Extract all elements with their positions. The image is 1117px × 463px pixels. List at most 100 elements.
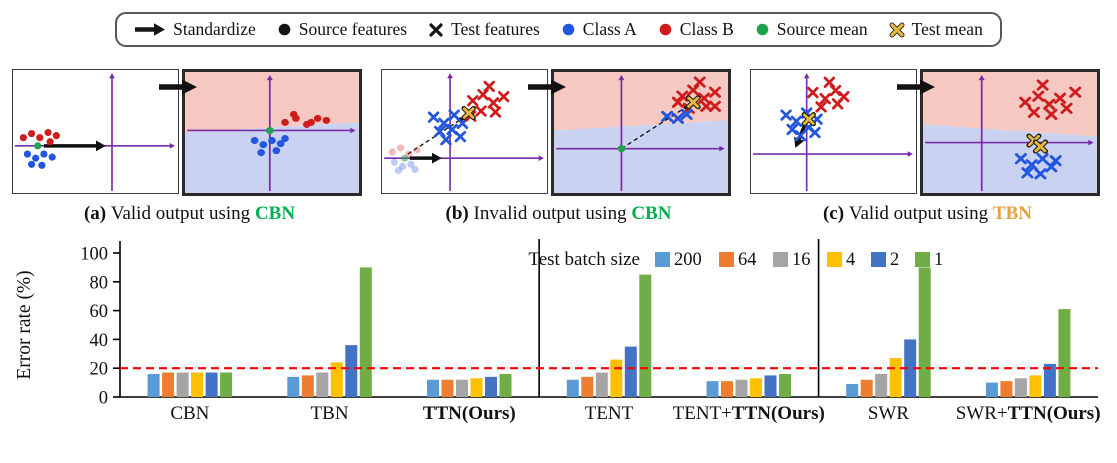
x-mark xyxy=(680,108,693,120)
x-mark xyxy=(700,100,713,112)
classB-point xyxy=(467,95,479,107)
x-mark xyxy=(794,129,807,142)
x-mark xyxy=(807,86,819,99)
classB-point xyxy=(1032,90,1045,102)
bar xyxy=(566,379,579,397)
x-mark xyxy=(823,76,836,88)
x-mark xyxy=(448,109,460,121)
classA-point xyxy=(794,129,807,142)
classB-point xyxy=(671,96,685,108)
legend-item-source-mean: Source mean xyxy=(755,19,868,40)
standardize-arrow-icon xyxy=(527,78,567,96)
dot-mark xyxy=(259,141,268,149)
classB-point xyxy=(708,100,721,112)
classA-point xyxy=(661,110,674,122)
bar xyxy=(330,362,343,397)
classB-point xyxy=(307,118,315,126)
legend-item-class-b: Class B xyxy=(658,19,734,40)
x-mark xyxy=(489,106,502,118)
classA-point xyxy=(454,130,467,143)
legend-label-standardize: Standardize xyxy=(173,19,256,39)
classA-point xyxy=(780,109,792,121)
classA-point xyxy=(407,160,415,168)
caption-part: CBN xyxy=(254,203,296,224)
y-tick-label: 80 xyxy=(90,273,109,293)
dot-mark xyxy=(281,118,289,126)
dot-mark xyxy=(48,153,56,161)
dot-mark xyxy=(276,140,285,148)
panel-b-before xyxy=(381,69,548,194)
classB-point xyxy=(44,128,52,137)
classB-point xyxy=(700,100,713,112)
legend-item-source-features: Source features xyxy=(277,19,407,40)
x-mark xyxy=(1021,167,1034,179)
chart-legend-swatch xyxy=(773,252,788,267)
panel-pair-c xyxy=(750,69,1105,197)
classA-point xyxy=(38,161,46,169)
legend-label-test-features: Test features xyxy=(451,19,540,39)
x-mark xyxy=(790,115,803,127)
classA-point xyxy=(427,111,440,123)
chart-legend-title: Test batch size xyxy=(528,249,640,270)
dot-mark xyxy=(23,150,32,158)
panel-a-after xyxy=(182,69,362,196)
classA-point xyxy=(32,154,40,162)
dot-mark xyxy=(46,138,54,146)
dot-mark xyxy=(407,160,415,168)
x-mark xyxy=(1043,98,1056,110)
x-mark xyxy=(1045,108,1058,120)
category-label: SWR+TTN(Ours) xyxy=(956,403,1101,424)
dot-mark xyxy=(394,166,403,175)
figure-root: Standardize Source features Test feature… xyxy=(0,12,1117,463)
bar xyxy=(1000,381,1013,397)
caption-part: Valid output using xyxy=(848,203,993,224)
x-mark xyxy=(1045,161,1058,173)
x-mark xyxy=(434,125,446,138)
caption-part: (c) xyxy=(822,203,849,224)
panel-group-b: (b) Invalid output using CBN xyxy=(381,69,736,225)
dot-mark xyxy=(257,149,265,157)
bar xyxy=(147,373,160,397)
bar xyxy=(860,379,873,397)
class-b-dot-icon xyxy=(658,22,673,37)
caption-c: (c) Valid output using TBN xyxy=(750,203,1105,225)
class-a-dot-icon xyxy=(561,22,576,37)
classB-point xyxy=(1069,86,1082,98)
classA-point xyxy=(1014,153,1027,165)
y-tick-label: 0 xyxy=(99,389,108,409)
x-mark xyxy=(1034,168,1047,180)
testMean-point xyxy=(1032,139,1049,154)
dot-mark xyxy=(34,142,42,150)
classB-point xyxy=(1019,96,1032,108)
classA-point xyxy=(259,141,268,149)
dot-mark xyxy=(307,118,315,126)
arrow-head xyxy=(538,155,544,161)
dot-mark xyxy=(411,165,419,174)
x-mark xyxy=(786,123,798,136)
arrow-head xyxy=(95,140,106,152)
classA-point xyxy=(434,125,446,138)
x-mark xyxy=(803,113,815,125)
x-mark xyxy=(676,90,689,102)
classB-point xyxy=(477,88,489,101)
dot-mark xyxy=(250,137,259,145)
dot-mark xyxy=(401,154,409,162)
y-tick-label: 60 xyxy=(90,302,109,322)
classB-point xyxy=(1053,92,1067,104)
classA-point xyxy=(276,140,285,148)
error-rate-bar-chart-svg: 0 20 40 60 80 100 Error rate (%) CBN TBN TTN(Ours… xyxy=(14,239,1101,424)
classB-point xyxy=(693,76,706,88)
arrow-head xyxy=(907,151,913,157)
bar xyxy=(499,373,512,397)
arrow-head xyxy=(719,145,725,152)
dot-mark xyxy=(19,134,27,142)
classA-point xyxy=(1045,161,1058,173)
bar xyxy=(846,384,859,397)
legend-label-class-b: Class B xyxy=(679,19,734,39)
class-b-region xyxy=(923,72,1097,137)
bar xyxy=(595,372,608,397)
bar xyxy=(764,375,777,397)
bar xyxy=(345,345,358,397)
dot-mark xyxy=(390,158,398,166)
caption-part: TBN xyxy=(992,203,1032,224)
